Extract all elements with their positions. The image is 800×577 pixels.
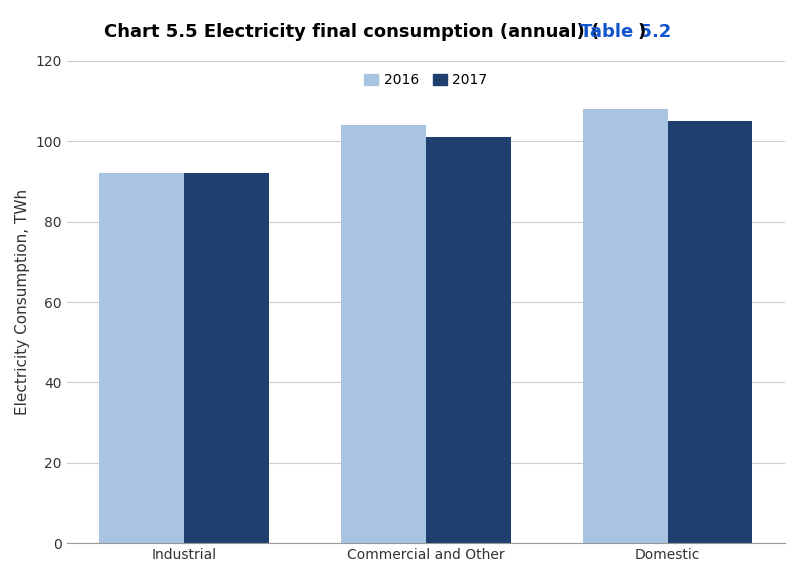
Bar <box>184 174 269 543</box>
Y-axis label: Electricity Consumption, TWh: Electricity Consumption, TWh <box>15 189 30 415</box>
Bar <box>342 125 426 543</box>
Bar <box>426 137 510 543</box>
Legend: 2016, 2017: 2016, 2017 <box>358 68 493 93</box>
Text: Table 5.2: Table 5.2 <box>580 23 671 41</box>
Text: Chart 5.5 Electricity final consumption (annual) (: Chart 5.5 Electricity final consumption … <box>104 23 599 41</box>
Bar <box>583 109 668 543</box>
Bar <box>99 174 184 543</box>
Bar <box>668 121 752 543</box>
Text: ): ) <box>638 23 646 41</box>
